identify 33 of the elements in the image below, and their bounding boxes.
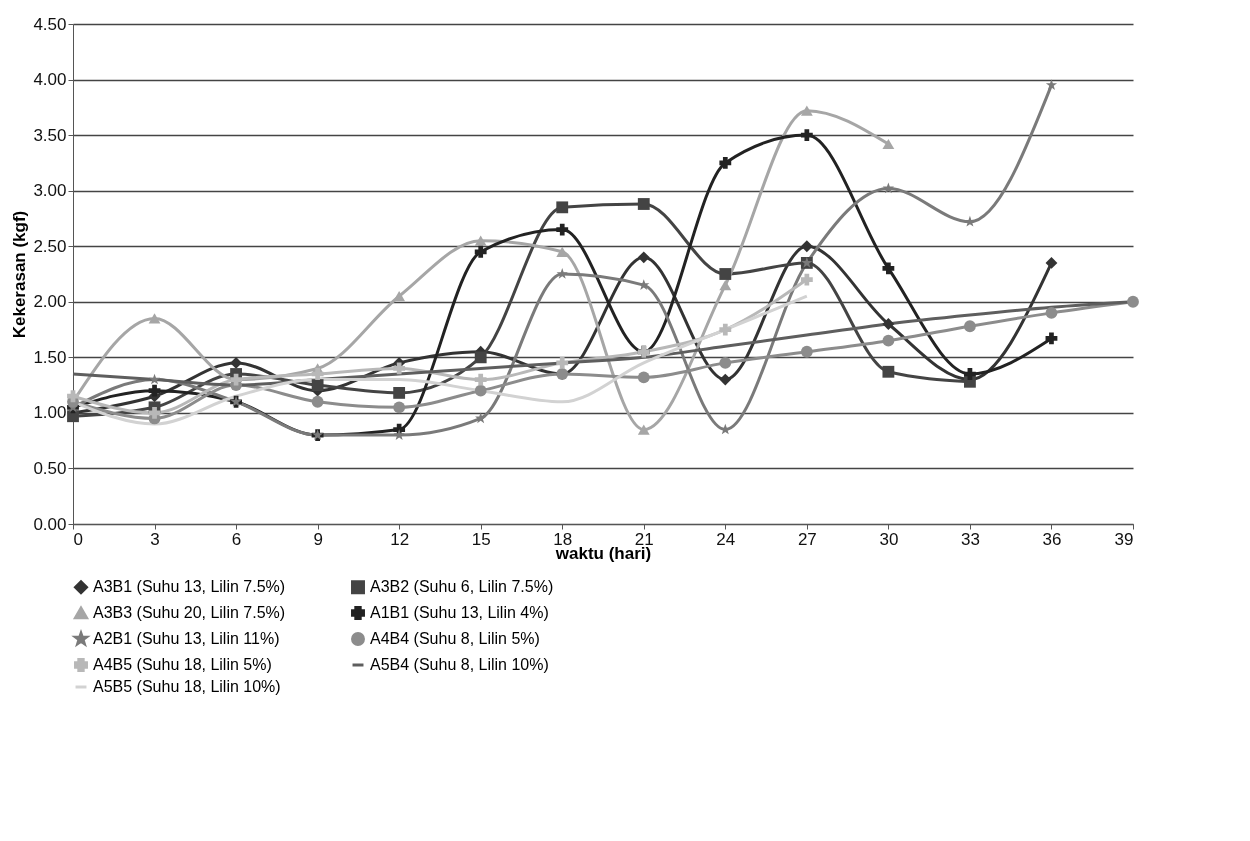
y-tick-label: 4.50: [33, 14, 67, 34]
y-tick-label: 3.00: [33, 181, 67, 201]
legend-label: A1B1 (Suhu 13, Lilin 4%): [370, 604, 549, 621]
x-tick-label: 0: [73, 529, 83, 549]
y-tick-label: 0.00: [33, 514, 67, 534]
y-tick-label: 0.50: [33, 458, 67, 478]
x-tick-label: 12: [390, 529, 410, 549]
x-tick-label: 18: [553, 529, 573, 549]
legend-label: A2B1 (Suhu 13, Lilin 11%): [93, 630, 280, 647]
x-tick-label: 6: [231, 529, 242, 549]
y-tick-label: 3.50: [33, 125, 67, 145]
y-tick-label: 4.00: [33, 70, 67, 90]
x-tick-label: 30: [879, 529, 899, 549]
y-axis-title: Kekerasan (kgf): [10, 210, 30, 339]
x-tick-label: 27: [797, 529, 817, 549]
y-tick-label: 1.50: [33, 347, 67, 367]
x-tick-label: 39: [1114, 529, 1134, 549]
legend-label: A3B3 (Suhu 20, Lilin 7.5%): [93, 604, 286, 621]
y-tick-label: 2.00: [33, 292, 67, 312]
legend-label: A5B5 (Suhu 18, Lilin 10%): [93, 678, 281, 695]
x-tick-label: 36: [1042, 529, 1062, 549]
y-tick-label: 2.50: [33, 236, 67, 256]
x-tick-label: 9: [313, 529, 323, 549]
legend-label: A5B4 (Suhu 8, Lilin 10%): [370, 656, 549, 673]
legend-label: A4B4 (Suhu 8, Lilin 5%): [370, 630, 540, 647]
x-tick-label: 24: [716, 529, 736, 549]
y-tick-label: 1.00: [33, 403, 67, 423]
legend-label: A4B5 (Suhu 18, Lilin 5%): [93, 656, 272, 673]
x-tick-label: 33: [960, 529, 980, 549]
x-tick-label: 15: [471, 529, 491, 549]
legend-label: A3B1 (Suhu 13, Lilin 7.5%): [93, 578, 286, 596]
legend-label: A3B2 (Suhu 6, Lilin 7.5%): [370, 578, 554, 596]
x-tick-label: 3: [150, 529, 160, 549]
